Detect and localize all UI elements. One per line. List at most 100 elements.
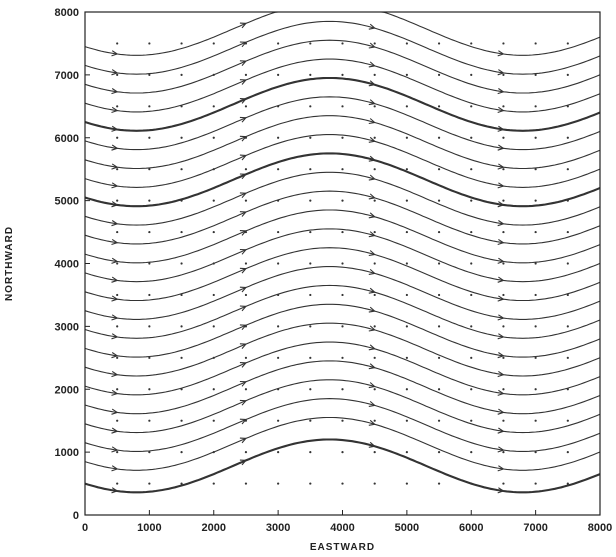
- grid-point: [116, 293, 119, 297]
- grid-point: [566, 325, 569, 328]
- y-tick-label: 2000: [55, 384, 79, 396]
- streamline-arrow: [239, 399, 248, 406]
- grid-point: [277, 325, 280, 328]
- streamline-arrow: [368, 382, 376, 389]
- grid-point: [566, 388, 569, 391]
- grid-point: [116, 168, 119, 171]
- grid-point: [405, 199, 408, 202]
- x-tick-label: 2000: [202, 522, 226, 534]
- grid-point: [180, 168, 183, 171]
- grid-point: [309, 388, 312, 391]
- grid-point: [244, 356, 248, 359]
- grid-point: [405, 42, 408, 45]
- streamline-arrow: [368, 268, 376, 275]
- grid-point: [502, 168, 505, 171]
- x-tick-label: 0: [82, 522, 88, 534]
- streamline-arrow: [239, 286, 248, 293]
- streamline-arrow: [368, 325, 376, 332]
- streamline: [84, 228, 601, 283]
- grid-point: [341, 42, 344, 45]
- grid-point: [309, 230, 312, 234]
- grid-point: [277, 482, 280, 485]
- grid-point: [212, 293, 215, 297]
- grid-point: [277, 356, 280, 359]
- streamline-arrow: [111, 295, 119, 302]
- grid-point: [534, 482, 537, 485]
- streamline: [84, 190, 601, 245]
- x-tick-label: 1000: [137, 522, 161, 534]
- streamline-arrow: [497, 276, 505, 283]
- y-tick-label: 7000: [55, 70, 79, 82]
- streamline-arrow: [239, 305, 248, 312]
- streamline: [84, 133, 601, 188]
- grid-point: [277, 451, 280, 454]
- streamline-arrow: [239, 248, 248, 255]
- grid-point: [212, 168, 215, 171]
- grid-point: [148, 293, 151, 297]
- grid-point: [502, 136, 505, 139]
- grid-point: [502, 73, 505, 76]
- grid-point: [373, 419, 376, 422]
- grid-point: [534, 168, 537, 171]
- grid-point: [309, 293, 312, 297]
- grid-point: [309, 482, 312, 485]
- streamline-arrow: [497, 182, 505, 189]
- grid-point: [373, 356, 376, 359]
- grid-point: [244, 199, 248, 202]
- grid-point: [470, 356, 473, 359]
- x-tick-label: 6000: [459, 522, 483, 534]
- streamline-arrow: [497, 220, 505, 227]
- grid-point: [566, 42, 569, 45]
- grid-point: [180, 136, 183, 139]
- grid-point: [341, 105, 344, 108]
- grid-point: [502, 293, 505, 297]
- streamline: [84, 152, 601, 208]
- grid-point: [244, 262, 248, 265]
- streamline-arrow: [239, 267, 248, 274]
- streamline-arrow: [368, 99, 376, 106]
- streamline: [84, 115, 601, 170]
- grid-point: [309, 419, 312, 422]
- y-axis-title: NORTHWARD: [4, 226, 15, 301]
- grid-point: [405, 262, 408, 265]
- streamline-arrow: [368, 42, 376, 49]
- streamline-arrow: [111, 465, 119, 472]
- grid-point: [566, 482, 569, 485]
- grid-point: [534, 42, 537, 45]
- streamline-arrow: [497, 333, 505, 340]
- streamline-arrow: [497, 125, 505, 132]
- streamline-arrow: [368, 61, 376, 68]
- streamline: [84, 303, 601, 358]
- streamline-arrow: [368, 23, 376, 30]
- grid-point: [180, 230, 183, 234]
- grid-point: [309, 42, 312, 45]
- x-tick-label: 8000: [588, 522, 612, 534]
- streamline: [84, 11, 601, 56]
- grid-point: [244, 293, 248, 297]
- streamline-arrow: [239, 362, 248, 368]
- streamline-arrow: [239, 173, 248, 180]
- grid-point: [566, 356, 569, 359]
- streamline: [84, 96, 601, 151]
- streamline-arrow: [497, 314, 505, 321]
- grid-point: [502, 42, 505, 45]
- grid-point: [373, 73, 376, 76]
- x-tick-label: 5000: [395, 522, 419, 534]
- grid-point: [341, 230, 344, 234]
- grid-point: [277, 419, 280, 422]
- streamline-arrow: [111, 257, 119, 264]
- grid-point: [534, 230, 537, 234]
- grid-point: [180, 73, 183, 76]
- grid-point: [437, 419, 441, 422]
- grid-point: [116, 230, 119, 234]
- streamline-arrow: [111, 69, 119, 76]
- grid-point: [405, 482, 408, 485]
- streamline-arrow: [497, 352, 505, 359]
- grid-point: [566, 230, 569, 234]
- streamline: [84, 58, 601, 113]
- grid-point: [309, 356, 312, 359]
- streamline-arrow: [111, 370, 119, 378]
- grid-point: [437, 482, 441, 485]
- grid-point: [470, 451, 473, 454]
